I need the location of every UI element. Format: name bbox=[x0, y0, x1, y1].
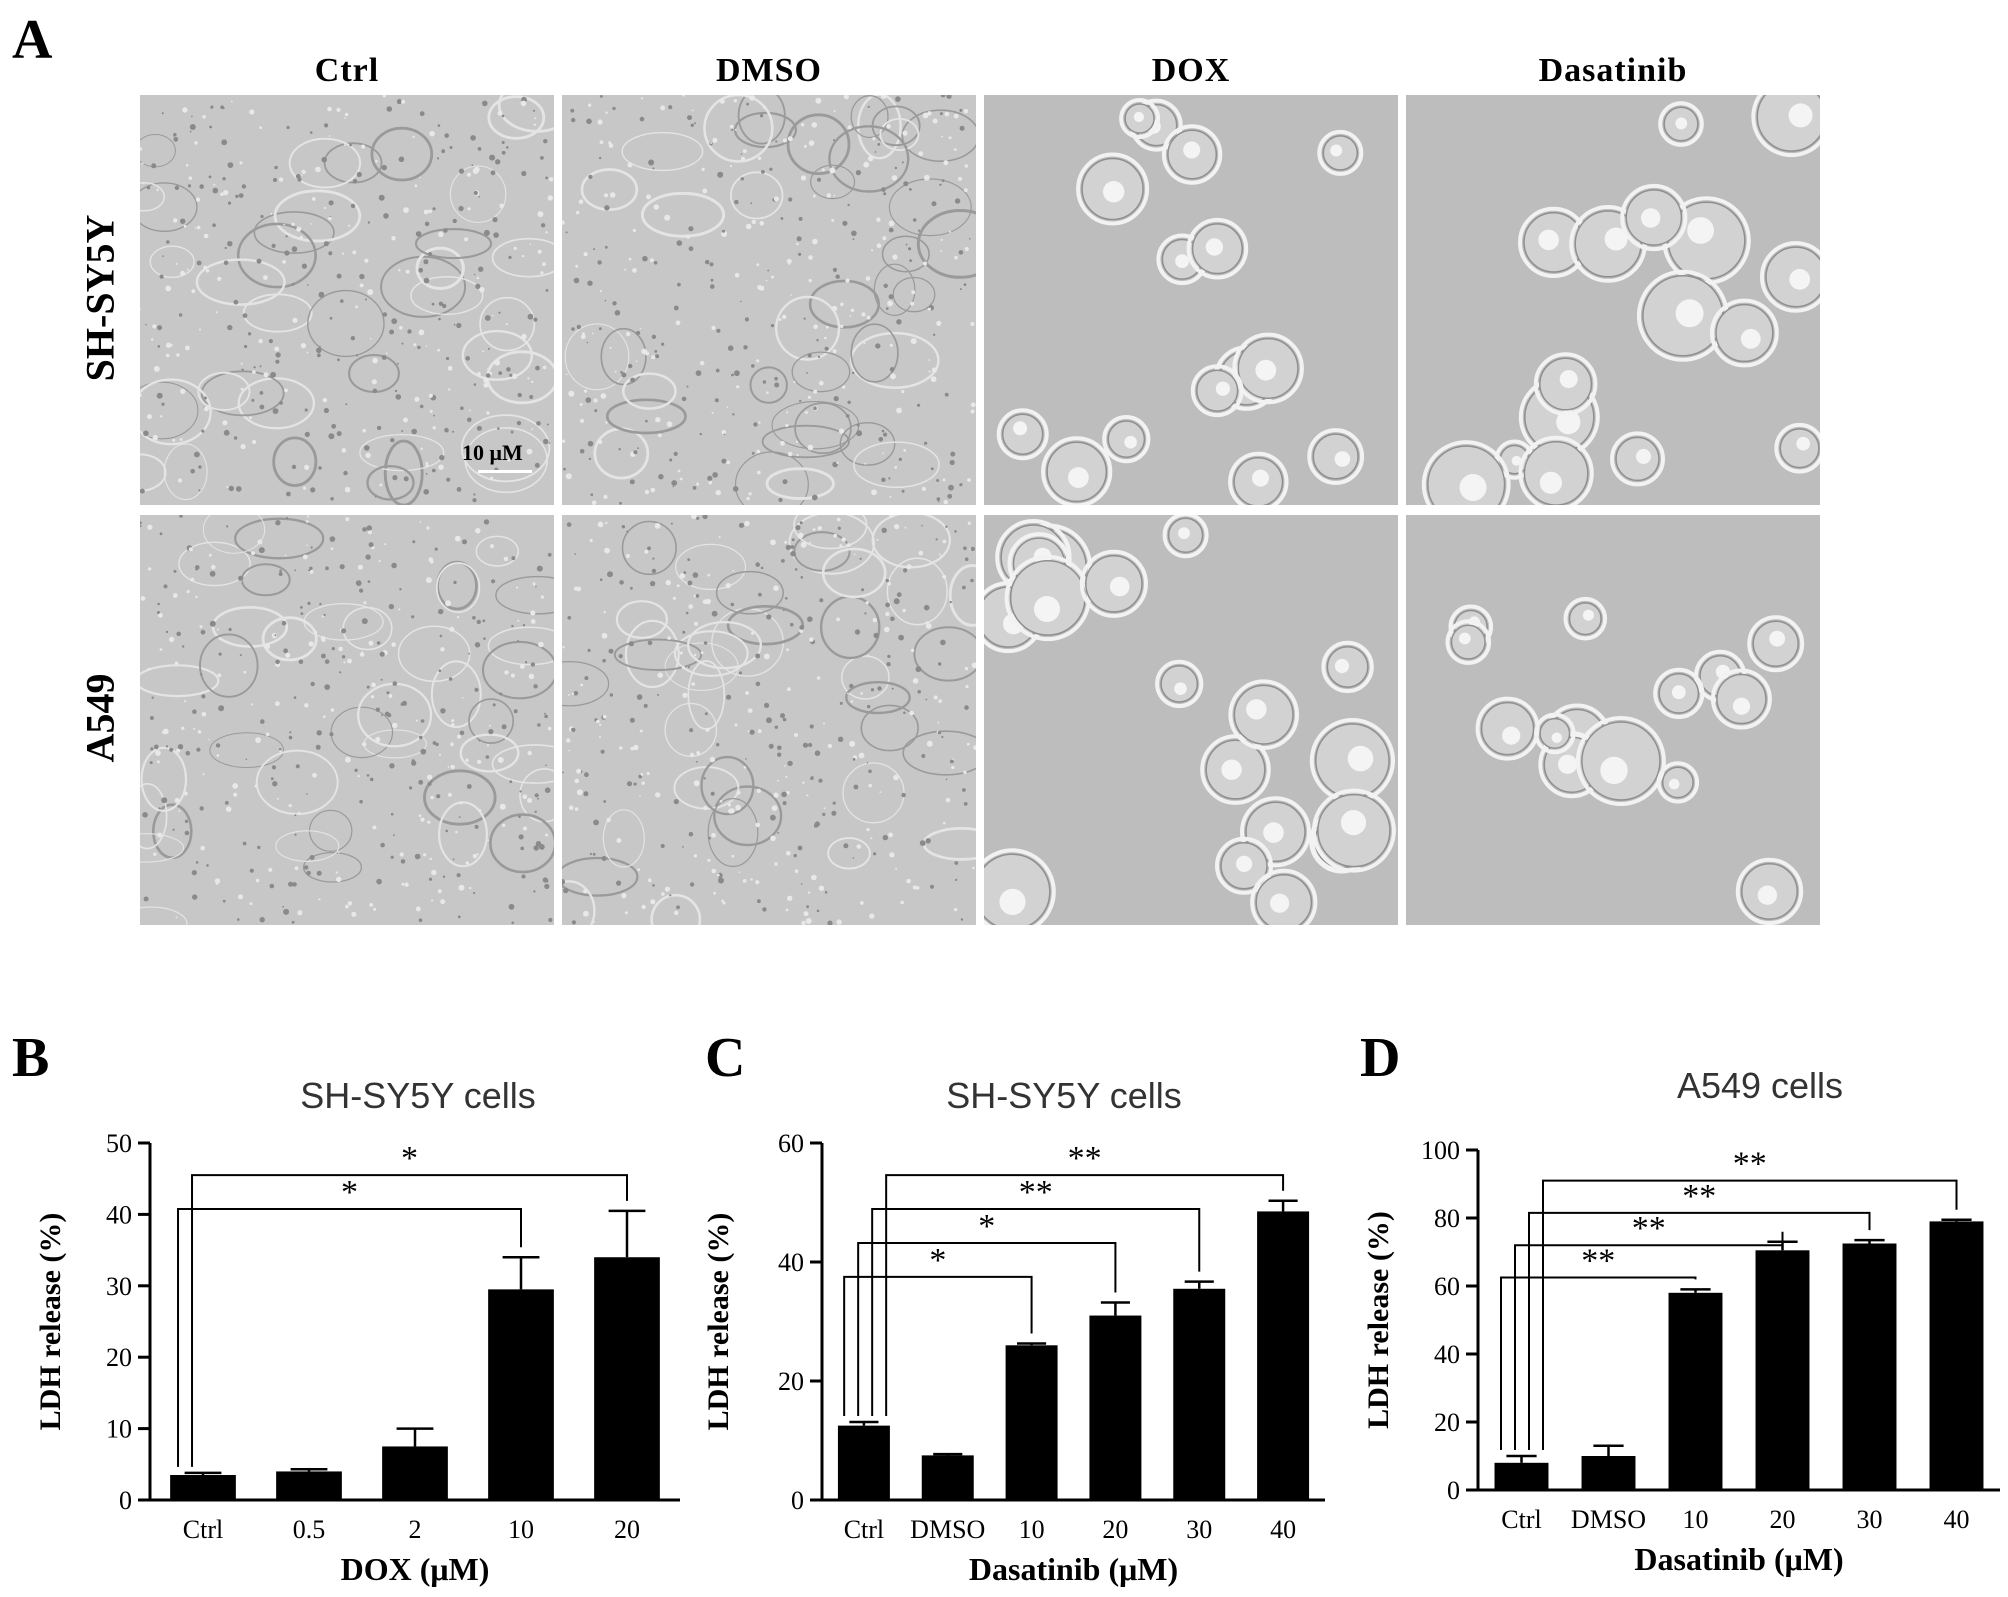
y-tick-label-b-2: 20 bbox=[106, 1343, 132, 1372]
bar-d-3 bbox=[1755, 1250, 1810, 1490]
panel-letter-a: A bbox=[12, 9, 53, 71]
significance-label-d-2: ** bbox=[1682, 1178, 1716, 1215]
micrograph-sh-sy5y-ctrl bbox=[140, 95, 554, 505]
y-tick-label-b-0: 0 bbox=[119, 1486, 132, 1515]
significance-label-c-2: ** bbox=[1019, 1174, 1053, 1211]
column-header-dasatinib: Dasatinib bbox=[1538, 52, 1688, 89]
y-tick-label-c-3: 60 bbox=[778, 1129, 804, 1158]
micrograph-sh-sy5y-dasatinib bbox=[1406, 95, 1820, 505]
column-header-dmso: DMSO bbox=[716, 52, 822, 89]
chart-title-c: SH-SY5Y cells bbox=[946, 1075, 1181, 1116]
significance-label-d-1: ** bbox=[1632, 1210, 1666, 1247]
bar-c-3 bbox=[1089, 1315, 1142, 1500]
significance-bracket-c-0 bbox=[843, 1275, 1033, 1417]
significance-label-d-3: ** bbox=[1733, 1146, 1767, 1183]
scale-bar bbox=[478, 470, 532, 473]
bar-d-1 bbox=[1581, 1456, 1636, 1490]
micrograph-a549-dox bbox=[984, 515, 1398, 925]
x-axis-label-d: Dasatinib (μM) bbox=[1634, 1541, 1843, 1577]
x-tick-label-b-0: Ctrl bbox=[183, 1515, 223, 1544]
bar-c-5 bbox=[1257, 1211, 1310, 1500]
y-tick-label-b-5: 50 bbox=[106, 1129, 132, 1158]
y-tick-label-b-4: 40 bbox=[106, 1200, 132, 1229]
significance-bracket-b-1 bbox=[191, 1174, 628, 1467]
x-tick-label-c-2: 10 bbox=[1019, 1515, 1045, 1544]
y-tick-label-d-2: 40 bbox=[1434, 1340, 1460, 1369]
chart-title-d: A549 cells bbox=[1677, 1065, 1843, 1106]
significance-label-c-3: ** bbox=[1068, 1140, 1102, 1177]
significance-label-c-0: * bbox=[929, 1242, 946, 1279]
y-tick-label-d-5: 100 bbox=[1421, 1136, 1460, 1165]
y-tick-label-d-0: 0 bbox=[1447, 1476, 1460, 1505]
y-tick-label-d-3: 60 bbox=[1434, 1272, 1460, 1301]
chart-title-b: SH-SY5Y cells bbox=[300, 1075, 535, 1116]
significance-bracket-c-1 bbox=[857, 1241, 1117, 1417]
bar-b-3 bbox=[488, 1289, 554, 1500]
x-tick-label-c-3: 20 bbox=[1102, 1515, 1128, 1544]
x-axis-label-c: Dasatinib (μM) bbox=[969, 1551, 1178, 1587]
x-tick-label-d-2: 10 bbox=[1683, 1505, 1709, 1534]
panel-letter-d: D bbox=[1360, 1027, 1401, 1089]
y-tick-label-c-2: 40 bbox=[778, 1248, 804, 1277]
significance-bracket-d-0 bbox=[1500, 1276, 1697, 1450]
x-axis-label-b: DOX (μM) bbox=[341, 1551, 490, 1587]
micrograph-a549-dmso bbox=[562, 515, 976, 925]
bar-b-0 bbox=[170, 1475, 236, 1500]
y-tick-label-b-3: 30 bbox=[106, 1272, 132, 1301]
x-tick-label-b-1: 0.5 bbox=[293, 1515, 326, 1544]
significance-label-d-0: ** bbox=[1581, 1243, 1615, 1280]
column-header-dox: DOX bbox=[1151, 52, 1231, 89]
bar-c-0 bbox=[837, 1425, 890, 1500]
x-tick-label-d-1: DMSO bbox=[1571, 1505, 1646, 1534]
panel-letter-b: B bbox=[12, 1027, 50, 1089]
significance-bracket-d-1 bbox=[1514, 1231, 1784, 1450]
y-axis-label-d: LDH release (%) bbox=[1362, 1211, 1395, 1429]
x-tick-label-b-2: 2 bbox=[409, 1515, 422, 1544]
bar-c-4 bbox=[1173, 1288, 1226, 1500]
bar-c-1 bbox=[921, 1455, 974, 1500]
y-tick-label-c-1: 20 bbox=[778, 1367, 804, 1396]
y-tick-label-c-0: 0 bbox=[791, 1486, 804, 1515]
micrograph-sh-sy5y-dox bbox=[984, 95, 1398, 505]
significance-bracket-d-3 bbox=[1542, 1179, 1958, 1450]
significance-bracket-c-3 bbox=[885, 1174, 1285, 1417]
scale-bar-label: 10 μM bbox=[462, 440, 523, 465]
y-tick-label-d-4: 80 bbox=[1434, 1204, 1460, 1233]
y-tick-label-d-1: 20 bbox=[1434, 1408, 1460, 1437]
x-tick-label-c-1: DMSO bbox=[910, 1515, 985, 1544]
y-axis-label-b: LDH release (%) bbox=[34, 1213, 67, 1431]
x-tick-label-b-4: 20 bbox=[614, 1515, 640, 1544]
significance-bracket-c-2 bbox=[871, 1208, 1201, 1417]
significance-label-b-0: * bbox=[341, 1174, 358, 1211]
significance-label-b-1: * bbox=[401, 1140, 418, 1177]
bar-c-2 bbox=[1005, 1345, 1058, 1500]
y-axis-label-c: LDH release (%) bbox=[702, 1213, 735, 1431]
bar-d-2 bbox=[1668, 1292, 1723, 1490]
bar-b-4 bbox=[594, 1257, 660, 1500]
micrograph-a549-ctrl bbox=[140, 515, 554, 925]
bar-d-4 bbox=[1842, 1243, 1897, 1490]
bar-b-1 bbox=[276, 1471, 342, 1500]
column-header-ctrl: Ctrl bbox=[314, 52, 380, 89]
bar-b-2 bbox=[382, 1446, 448, 1500]
bar-d-5 bbox=[1929, 1221, 1984, 1490]
x-tick-label-c-4: 30 bbox=[1186, 1515, 1212, 1544]
significance-label-c-1: * bbox=[978, 1208, 995, 1245]
x-tick-label-d-4: 30 bbox=[1857, 1505, 1883, 1534]
bar-d-0 bbox=[1494, 1462, 1549, 1490]
x-tick-label-d-0: Ctrl bbox=[1501, 1505, 1541, 1534]
y-tick-label-b-1: 10 bbox=[106, 1415, 132, 1444]
x-tick-label-c-5: 40 bbox=[1270, 1515, 1296, 1544]
micrograph-a549-dasatinib bbox=[1406, 515, 1820, 925]
micrograph-sh-sy5y-dmso bbox=[562, 95, 976, 505]
x-tick-label-c-0: Ctrl bbox=[844, 1515, 884, 1544]
significance-bracket-b-0 bbox=[177, 1208, 522, 1467]
panel-letter-c: C bbox=[705, 1027, 746, 1089]
x-tick-label-b-3: 10 bbox=[508, 1515, 534, 1544]
x-tick-label-d-3: 20 bbox=[1770, 1505, 1796, 1534]
x-tick-label-d-5: 40 bbox=[1944, 1505, 1970, 1534]
significance-bracket-d-2 bbox=[1528, 1211, 1871, 1450]
